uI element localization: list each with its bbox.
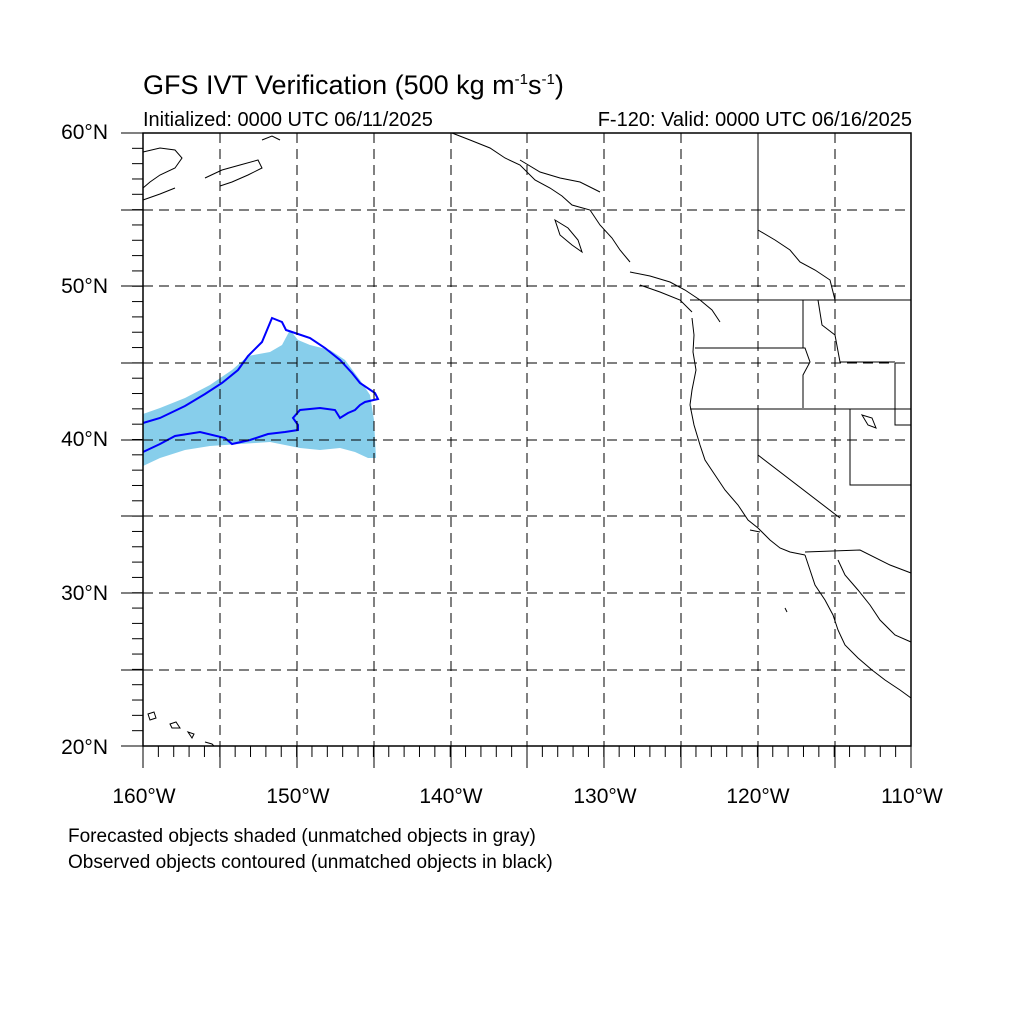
initialized-label: Initialized: 0000 UTC 06/11/2025	[143, 109, 433, 131]
lat-label-20n: 20°N	[61, 736, 108, 759]
lon-label-130w: 130°W	[573, 785, 637, 808]
lat-label-60n: 60°N	[61, 121, 108, 144]
lon-label-160w: 160°W	[112, 785, 176, 808]
lon-label-140w: 140°W	[419, 785, 483, 808]
map-title: GFS IVT Verification (500 kg m-1s-1)	[143, 70, 564, 100]
valid-time-label: F-120: Valid: 0000 UTC 06/16/2025	[597, 109, 912, 131]
observed-ivt-contour	[142, 316, 380, 453]
lat-label-30n: 30°N	[61, 582, 108, 605]
lon-label-150w: 150°W	[266, 785, 330, 808]
graticule	[143, 133, 911, 746]
lon-label-110w: 110°W	[881, 785, 943, 808]
caption-forecast: Forecasted objects shaded (unmatched obj…	[68, 826, 536, 847]
forecast-ivt-object	[143, 330, 376, 466]
lat-label-50n: 50°N	[61, 275, 108, 298]
minor-ticks	[132, 132, 912, 757]
lat-label-40n: 40°N	[61, 428, 108, 451]
coastlines	[142, 132, 912, 747]
lon-label-120w: 120°W	[726, 785, 790, 808]
caption-observed: Observed objects contoured (unmatched ob…	[68, 852, 553, 873]
map-frame	[142, 132, 912, 747]
axis-ticks	[121, 132, 912, 768]
